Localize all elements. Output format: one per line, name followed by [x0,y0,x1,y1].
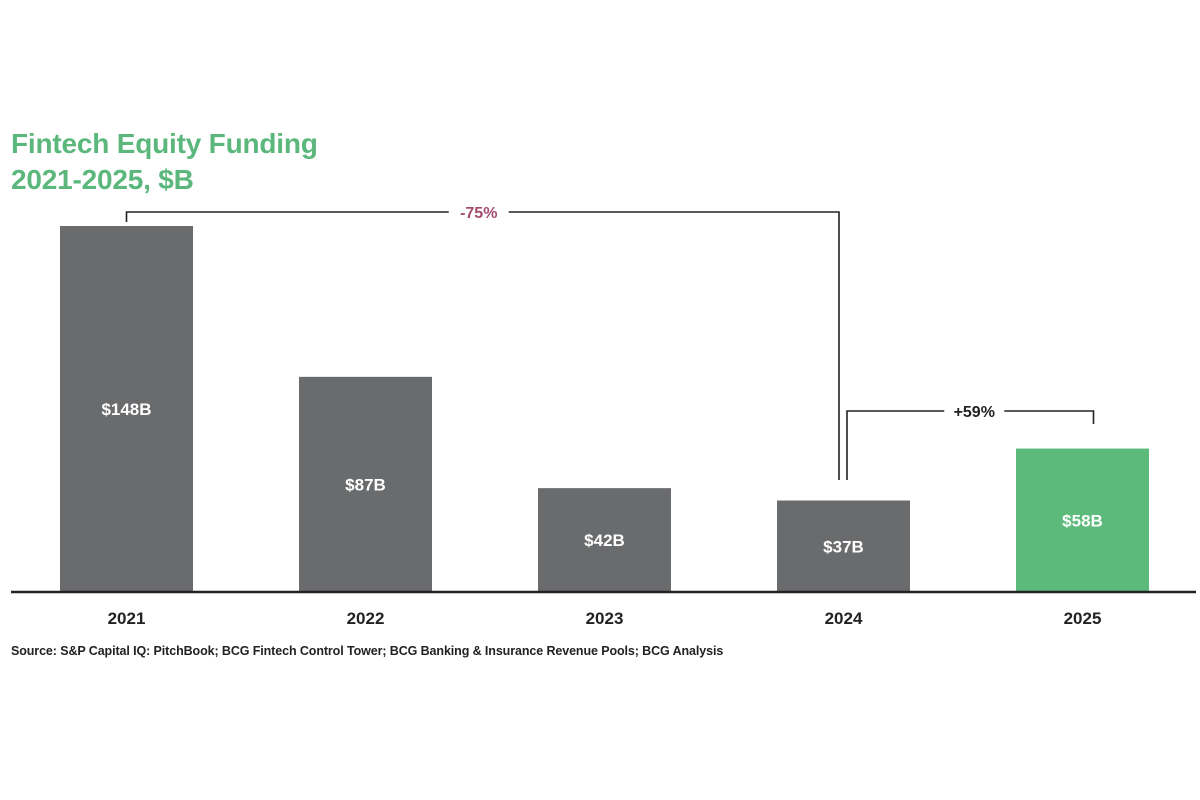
chart-title-block: Fintech Equity Funding 2021-2025, $B [11,126,318,198]
growth-annotation-label: +59% [954,404,995,421]
x-tick-label-2021: 2021 [108,609,146,628]
x-tick-label-2023: 2023 [586,609,624,628]
source-note: Source: S&P Capital IQ: PitchBook; BCG F… [11,644,724,658]
bar-2023 [538,488,671,592]
bar-value-label-2023: $42B [584,531,625,550]
bar-value-label-2024: $37B [823,537,864,556]
bar-2022 [299,376,432,592]
x-tick-label-2024: 2024 [825,609,863,628]
bar-2025 [1016,448,1149,592]
bar-value-label-2021: $148B [101,400,151,419]
bar-value-label-2022: $87B [345,475,386,494]
chart-title: Fintech Equity Funding [11,128,318,159]
chart-subtitle: 2021-2025, $B [11,164,194,195]
decline-bracket [125,211,840,480]
growth-bracket [846,410,1095,480]
bar-value-label-2025: $58B [1062,511,1103,530]
decline-annotation-label: -75% [460,205,497,222]
x-tick-label-2022: 2022 [347,609,385,628]
bar-2024 [777,500,910,592]
x-tick-label-2025: 2025 [1064,609,1102,628]
bar-2021 [60,226,193,592]
